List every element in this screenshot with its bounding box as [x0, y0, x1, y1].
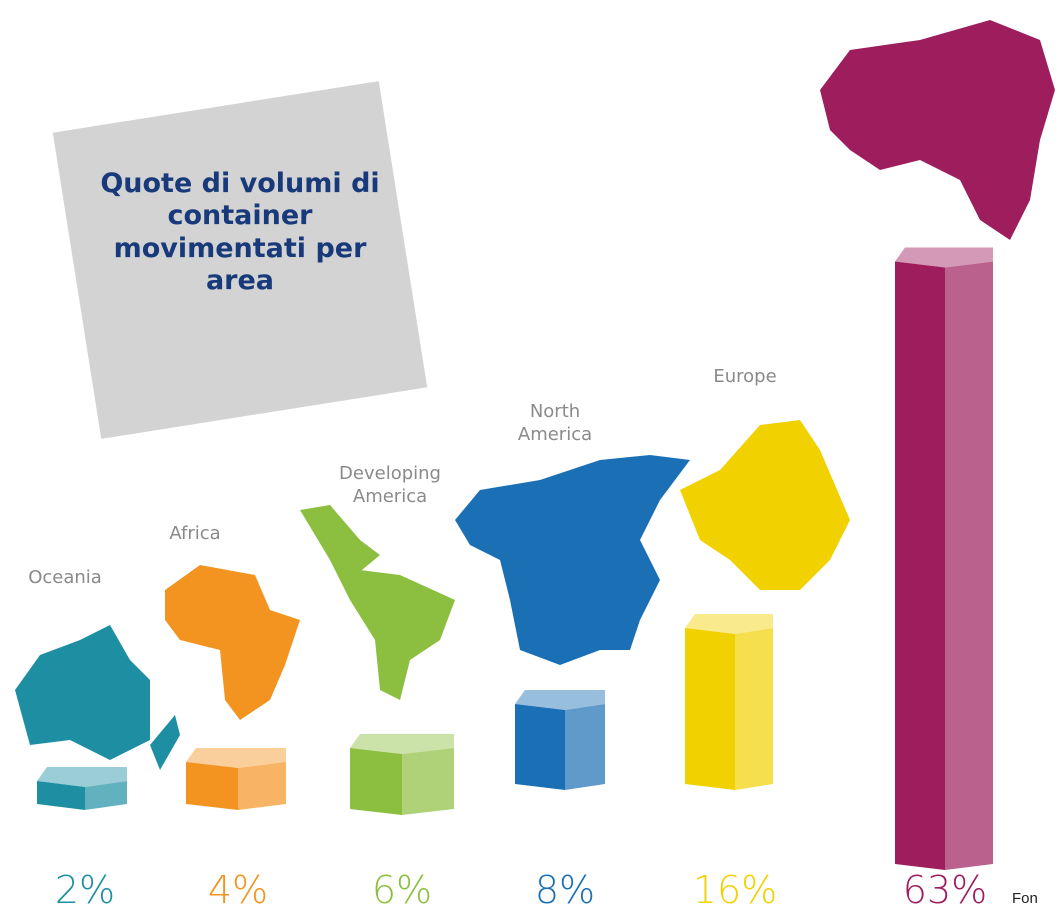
bar-top [515, 690, 605, 710]
africa-map [165, 565, 300, 720]
bar-top [350, 734, 454, 754]
category-label: Europe [713, 366, 777, 387]
bar [685, 628, 735, 790]
bar-top [37, 767, 127, 787]
bar [186, 762, 238, 810]
bar [895, 261, 945, 870]
bar-top [895, 247, 993, 268]
bar-side [735, 628, 773, 790]
bar-side [945, 261, 993, 870]
value-label: 6% [372, 868, 432, 912]
europe-map [680, 420, 850, 590]
oceania-map [15, 625, 150, 760]
north-america-map [455, 455, 690, 665]
category-label: Oceania [28, 567, 102, 588]
value-label: 2% [55, 868, 115, 912]
value-label: 8% [535, 868, 595, 912]
source: Fon [1012, 890, 1038, 907]
title-card [52, 81, 428, 439]
bar-side [402, 748, 454, 815]
value-label: 63% [903, 868, 987, 912]
bar-side [85, 781, 127, 810]
bar-side [565, 704, 605, 790]
bar-top [685, 614, 773, 634]
bar [37, 781, 85, 810]
bar [515, 704, 565, 790]
chart-title: Quote di volumi di container movimentati… [100, 168, 380, 297]
asia-map [820, 20, 1055, 240]
bar-side [238, 762, 286, 810]
value-label: 16% [693, 868, 777, 912]
bar [350, 748, 402, 815]
category-label: Africa [169, 523, 221, 544]
category-label: Developing America [339, 463, 441, 508]
bar-top [186, 748, 286, 768]
value-label: 4% [208, 868, 268, 912]
developing-america-map [300, 505, 455, 700]
oceania-map [150, 715, 180, 770]
category-label: North America [517, 401, 593, 446]
